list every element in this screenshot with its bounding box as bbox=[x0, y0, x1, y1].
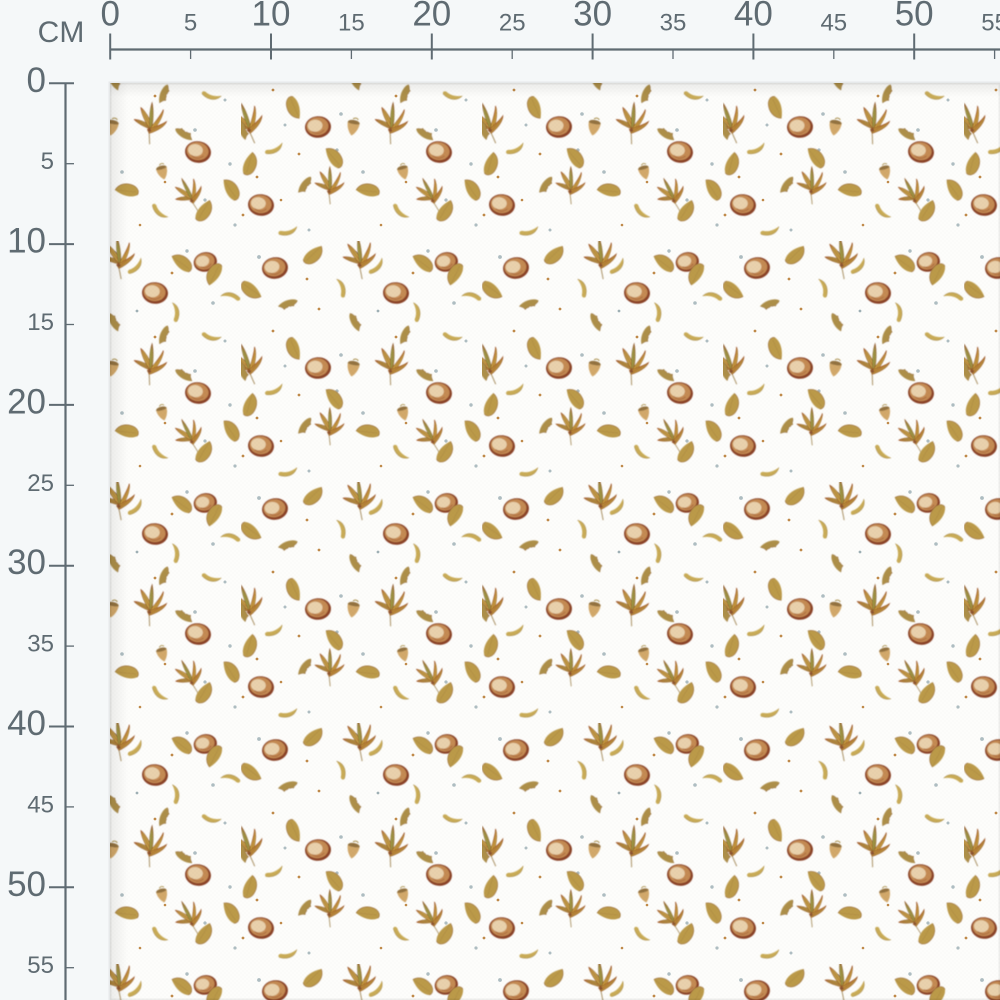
svg-text:15: 15 bbox=[27, 309, 54, 336]
svg-text:25: 25 bbox=[27, 470, 54, 497]
svg-text:20: 20 bbox=[7, 382, 46, 421]
svg-text:55: 55 bbox=[27, 952, 54, 979]
svg-text:10: 10 bbox=[7, 222, 46, 261]
svg-text:25: 25 bbox=[499, 10, 526, 37]
svg-text:0: 0 bbox=[100, 0, 119, 34]
svg-text:45: 45 bbox=[820, 10, 847, 37]
svg-text:30: 30 bbox=[7, 543, 46, 582]
svg-text:5: 5 bbox=[41, 148, 54, 175]
svg-text:5: 5 bbox=[184, 10, 197, 37]
svg-text:15: 15 bbox=[338, 10, 365, 37]
svg-text:35: 35 bbox=[660, 10, 687, 37]
svg-text:0: 0 bbox=[27, 61, 46, 100]
svg-text:45: 45 bbox=[27, 791, 54, 818]
svg-text:30: 30 bbox=[573, 0, 612, 34]
svg-text:50: 50 bbox=[895, 0, 934, 34]
svg-text:55: 55 bbox=[981, 10, 1000, 37]
svg-text:CM: CM bbox=[38, 16, 85, 49]
svg-text:40: 40 bbox=[7, 704, 46, 743]
svg-text:40: 40 bbox=[734, 0, 773, 34]
svg-text:20: 20 bbox=[412, 0, 451, 34]
svg-text:35: 35 bbox=[27, 631, 54, 658]
svg-text:10: 10 bbox=[252, 0, 291, 34]
svg-text:50: 50 bbox=[7, 865, 46, 904]
